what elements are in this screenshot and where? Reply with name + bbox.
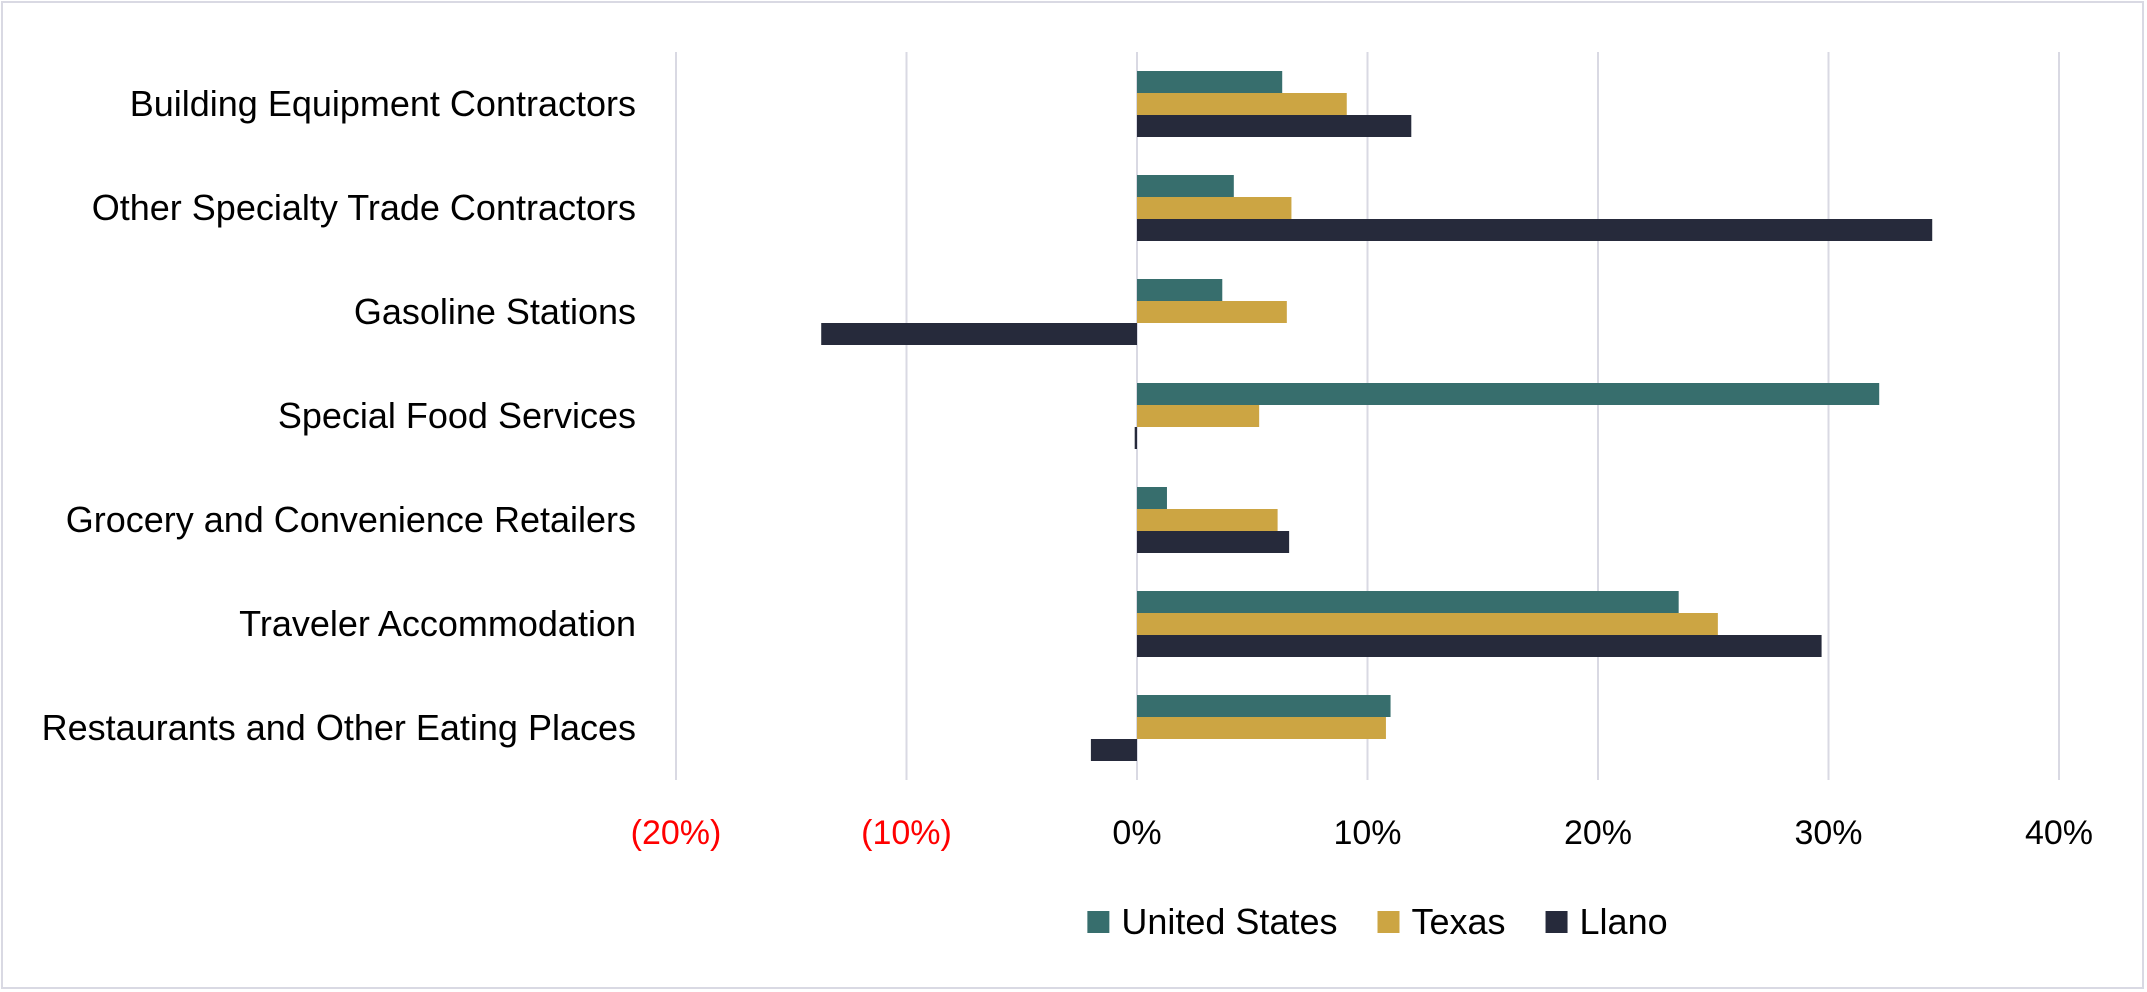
gridlines [675,52,2060,780]
category-label: Building Equipment Contractors [130,83,636,124]
bar-llano-special-food-services [1134,427,1137,449]
x-tick-label: 20% [1564,814,1632,852]
category-label: Special Food Services [278,395,636,436]
bar-texas-grocery-and-convenience-retailers [1137,509,1278,531]
category-label: Restaurants and Other Eating Places [42,707,636,748]
bar-united-states-gasoline-stations [1137,279,1223,301]
x-tick-label: 0% [1112,814,1161,852]
x-tick-label: (20%) [631,814,722,852]
bar-texas-special-food-services [1137,405,1260,427]
bar-united-states-special-food-services [1137,383,1880,405]
legend-swatch-texas [1377,911,1400,933]
category-label: Traveler Accommodation [239,603,636,644]
x-tick-label: 10% [1333,814,1401,852]
x-tick-label: 40% [2025,814,2093,852]
bar-texas-gasoline-stations [1137,301,1287,323]
legend: United States Texas Llano [1087,901,1668,942]
legend-label-texas: Texas [1411,901,1505,942]
bar-united-states-restaurants-and-other-eating-places [1137,695,1391,717]
bar-united-states-other-specialty-trade-contractors [1137,175,1234,197]
legend-label-united-states: United States [1121,901,1337,942]
x-tick-label: (10%) [861,814,952,852]
bar-llano-restaurants-and-other-eating-places [1090,739,1137,761]
bar-llano-traveler-accommodation [1137,635,1822,657]
bar-texas-traveler-accommodation [1137,613,1718,635]
bars [821,71,1933,761]
x-tick-label: 30% [1794,814,1862,852]
bar-united-states-building-equipment-contractors [1137,71,1283,93]
bar-texas-other-specialty-trade-contractors [1137,197,1292,219]
legend-swatch-united-states [1087,911,1110,933]
legend-label-llano: Llano [1580,901,1668,942]
category-labels: Building Equipment Contractors Other Spec… [42,83,636,748]
bar-llano-gasoline-stations [821,323,1137,345]
legend-swatch-llano [1545,911,1568,933]
bar-llano-other-specialty-trade-contractors [1137,219,1933,241]
category-label: Other Specialty Trade Contractors [92,187,636,228]
x-tick-labels: (20%) (10%) 0% 10% 20% 30% 40% [631,814,2093,852]
bar-united-states-traveler-accommodation [1137,591,1679,613]
category-label: Gasoline Stations [354,291,636,332]
bar-united-states-grocery-and-convenience-retailers [1137,487,1167,509]
bar-llano-building-equipment-contractors [1137,115,1412,137]
bar-texas-building-equipment-contractors [1137,93,1347,115]
bar-texas-restaurants-and-other-eating-places [1137,717,1386,739]
bar-llano-grocery-and-convenience-retailers [1137,531,1290,553]
category-label: Grocery and Convenience Retailers [66,499,636,540]
